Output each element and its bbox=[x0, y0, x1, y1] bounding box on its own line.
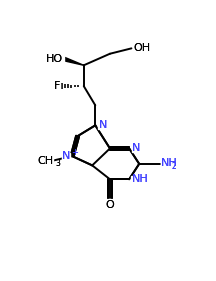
Bar bbox=[132, 176, 145, 183]
Bar bbox=[161, 160, 178, 167]
Text: OH: OH bbox=[134, 43, 151, 53]
Text: 3: 3 bbox=[55, 159, 60, 168]
Text: NH: NH bbox=[132, 174, 149, 184]
Text: CH: CH bbox=[38, 156, 54, 166]
Text: HO: HO bbox=[46, 54, 63, 64]
Text: N: N bbox=[98, 120, 107, 130]
Bar bbox=[62, 153, 70, 160]
Text: +: + bbox=[71, 148, 78, 157]
Bar bbox=[106, 200, 114, 207]
Text: NH: NH bbox=[161, 158, 178, 168]
Text: NH: NH bbox=[161, 158, 178, 168]
Text: +: + bbox=[71, 148, 78, 157]
Bar bbox=[132, 145, 140, 152]
Text: HO: HO bbox=[46, 54, 63, 64]
Text: F: F bbox=[54, 81, 61, 91]
Text: OH: OH bbox=[134, 43, 151, 53]
Polygon shape bbox=[64, 58, 84, 65]
Text: 2: 2 bbox=[172, 162, 176, 171]
Bar bbox=[39, 157, 53, 164]
Text: N: N bbox=[98, 120, 107, 130]
Text: N: N bbox=[62, 151, 71, 161]
Text: O: O bbox=[106, 200, 114, 210]
Text: 3: 3 bbox=[55, 159, 60, 168]
Text: N: N bbox=[132, 143, 141, 153]
Bar bbox=[50, 56, 64, 63]
Bar bbox=[52, 83, 60, 90]
Text: CH: CH bbox=[38, 156, 54, 166]
Text: 2: 2 bbox=[172, 162, 176, 171]
Text: F: F bbox=[54, 81, 61, 91]
Text: N: N bbox=[62, 151, 71, 161]
Text: N: N bbox=[132, 143, 141, 153]
Bar bbox=[98, 122, 106, 129]
Text: NH: NH bbox=[132, 174, 149, 184]
Bar bbox=[133, 45, 145, 52]
Text: O: O bbox=[106, 200, 114, 210]
